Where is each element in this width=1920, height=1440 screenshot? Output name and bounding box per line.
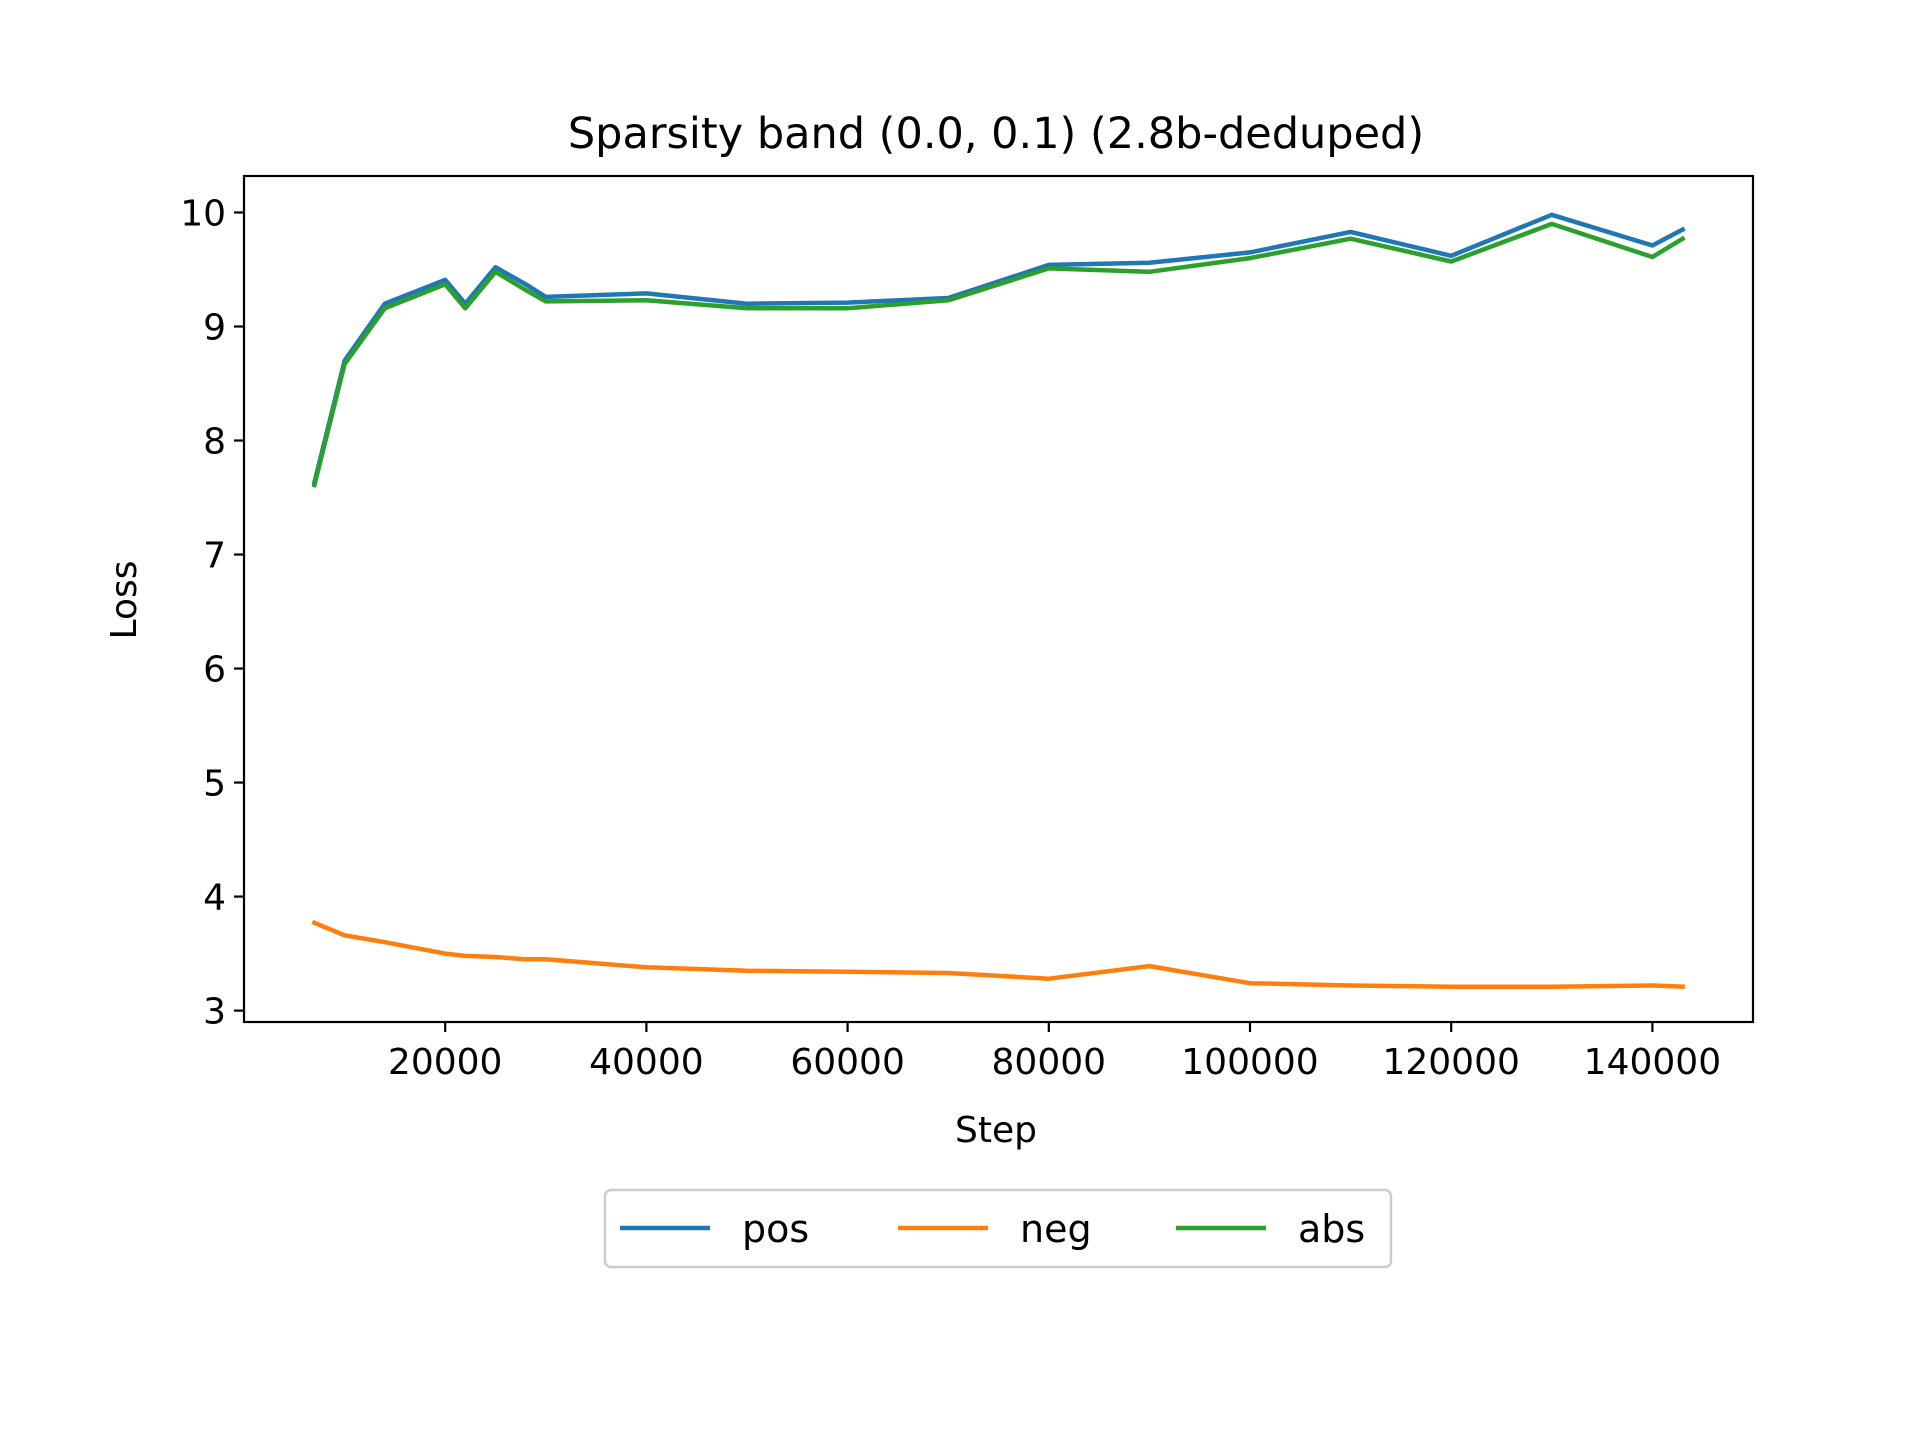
x-tick-label: 100000: [1181, 1042, 1318, 1083]
series-line-neg: [311, 919, 1685, 990]
y-axis: 3 4 5 6 7 8 9 10: [180, 193, 244, 1033]
legend-item-abs[interactable]: abs: [1176, 1207, 1365, 1251]
chart-title: Sparsity band (0.0, 0.1) (2.8b-deduped): [568, 109, 1424, 159]
series-line-abs: [311, 221, 1686, 488]
legend-label-pos: pos: [742, 1207, 809, 1251]
x-tick-label: 60000: [790, 1042, 905, 1083]
x-tick-label: 80000: [992, 1042, 1107, 1083]
plot-frame: [242, 174, 1755, 1024]
x-tick-label: 120000: [1382, 1042, 1519, 1083]
y-tick-label: 8: [203, 422, 226, 463]
legend-item-pos[interactable]: pos: [620, 1207, 809, 1251]
legend-item-neg[interactable]: neg: [898, 1207, 1092, 1251]
y-tick-label: 3: [203, 992, 226, 1033]
plot-area: [311, 212, 1686, 990]
y-tick-label: 6: [203, 650, 226, 691]
legend-label-neg: neg: [1020, 1207, 1092, 1251]
y-tick-label: 5: [203, 764, 226, 805]
y-tick-label: 4: [203, 878, 226, 919]
legend-frame: [603, 1188, 1393, 1269]
y-tick-label: 9: [203, 308, 226, 349]
x-axis-label: Step: [955, 1110, 1037, 1151]
legend-label-abs: abs: [1298, 1207, 1365, 1251]
y-tick-label: 7: [203, 536, 226, 577]
x-tick-label: 140000: [1584, 1042, 1721, 1083]
x-axis: 20000 40000 60000 80000 100000 120000 140000: [388, 1022, 1721, 1083]
y-tick-label: 10: [180, 193, 226, 234]
series-line-pos: [311, 212, 1686, 486]
legend[interactable]: pos neg abs: [603, 1188, 1393, 1269]
x-tick-label: 20000: [388, 1042, 503, 1083]
y-axis-label: Loss: [104, 561, 145, 640]
x-tick-label: 40000: [589, 1042, 704, 1083]
